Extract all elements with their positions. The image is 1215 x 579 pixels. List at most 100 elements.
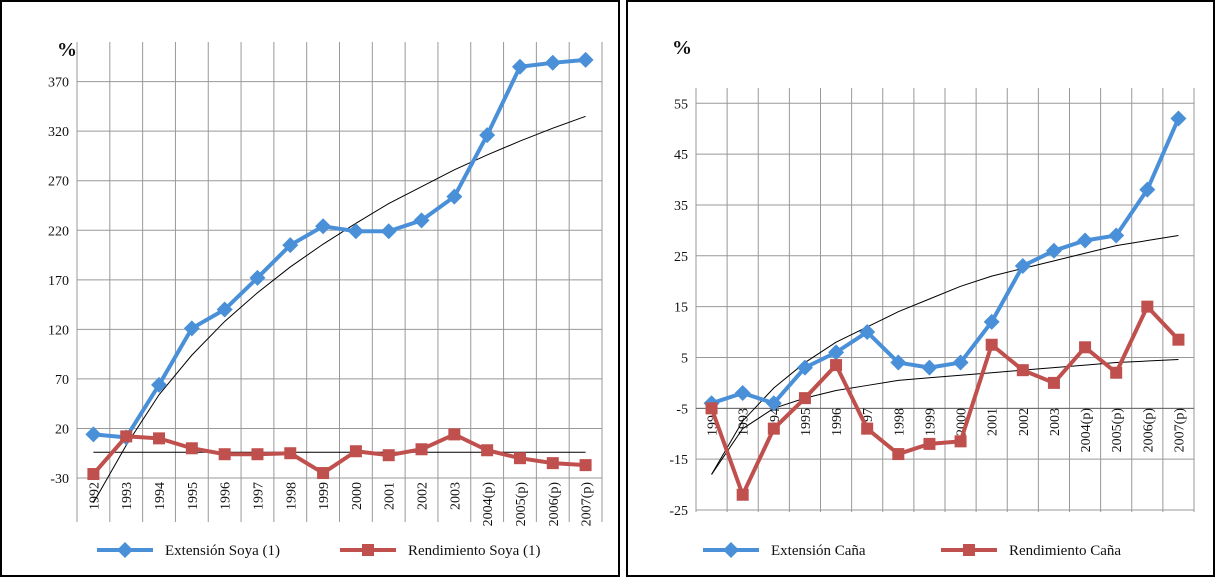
- y-tick-label: 170: [48, 274, 69, 289]
- data-point-square: [251, 448, 264, 461]
- data-point-diamond: [1045, 242, 1062, 259]
- x-tick-label: 2003: [448, 482, 463, 510]
- data-point-diamond: [734, 385, 751, 402]
- trendline: [711, 359, 1179, 475]
- data-point-diamond: [151, 376, 168, 393]
- x-tick-label: 2000: [350, 482, 365, 510]
- data-point-square: [87, 468, 100, 481]
- x-tick-label: 2004(p): [1079, 408, 1094, 453]
- x-tick-label: 1992: [87, 482, 102, 510]
- data-point-diamond: [1108, 227, 1125, 244]
- data-point-square: [1079, 341, 1092, 354]
- chart-soya: % -30 20 70 120 170 220 270 320 370 1992 1993 1994 19…: [48, 39, 603, 559]
- data-point-square: [546, 457, 559, 470]
- data-point-square: [892, 448, 905, 461]
- data-point-diamond: [828, 344, 845, 361]
- series-line: [709, 304, 1180, 497]
- x-tick-label: 1993: [120, 482, 135, 510]
- y-tick-label: -25: [669, 504, 688, 519]
- data-point-diamond: [282, 237, 299, 254]
- data-point-square: [985, 338, 998, 351]
- data-point-diamond: [983, 313, 1000, 330]
- y-tick-label: 15: [674, 301, 688, 316]
- data-point-diamond: [1014, 257, 1031, 274]
- legend-label: Rendimiento Caña: [1009, 543, 1121, 559]
- x-tick-label: 2002: [416, 482, 431, 510]
- trendline: [92, 115, 586, 504]
- series-line: [710, 117, 1181, 406]
- data-point-diamond: [544, 54, 561, 71]
- data-point-square: [579, 459, 592, 472]
- series-line: [91, 432, 586, 476]
- data-point-diamond: [577, 51, 594, 68]
- data-point-square: [798, 392, 811, 405]
- y-tick-label: 5: [681, 351, 688, 366]
- legend-label: Extensión Soya (1): [165, 543, 280, 559]
- x-tick-label: 1994: [153, 482, 168, 510]
- data-point-diamond: [890, 354, 907, 371]
- data-point-square: [705, 402, 718, 415]
- y-tick-label: 25: [674, 250, 688, 265]
- data-point-square: [284, 447, 297, 460]
- legend-marker-diamond: [723, 542, 739, 558]
- x-tick-label: 1992: [706, 408, 721, 436]
- data-point-square: [382, 449, 395, 462]
- y-tick-label: 270: [48, 175, 69, 190]
- y-tick-label: 55: [674, 97, 688, 112]
- x-tick-label: 2004(p): [481, 482, 496, 527]
- data-point-diamond: [952, 354, 969, 371]
- data-point-square: [481, 444, 494, 457]
- x-tick-label: 2007(p): [580, 482, 595, 527]
- data-point-diamond: [921, 359, 938, 376]
- legend-label: Extensión Caña: [771, 543, 866, 559]
- data-point-square: [736, 488, 749, 501]
- data-point-square: [153, 432, 166, 445]
- legend-marker-diamond: [117, 542, 133, 558]
- x-tick-label: 2001: [986, 408, 1001, 436]
- y-tick-label: 35: [674, 199, 688, 214]
- data-point-square: [1016, 364, 1029, 377]
- x-tick-label: 2001: [383, 482, 398, 510]
- data-point-diamond: [796, 359, 813, 376]
- data-point-diamond: [85, 426, 102, 443]
- data-point-diamond: [765, 395, 782, 412]
- trendline: [711, 234, 1179, 475]
- data-point-square: [954, 435, 967, 448]
- y-tick-label: 70: [55, 373, 69, 388]
- legend-marker-square: [362, 544, 374, 556]
- x-tick-label: 2002: [1017, 408, 1032, 436]
- data-point-diamond: [479, 127, 496, 144]
- data-point-diamond: [1139, 181, 1156, 198]
- x-tick-label: 2006(p): [547, 482, 562, 527]
- data-point-diamond: [315, 218, 332, 235]
- data-point-square: [349, 445, 362, 458]
- data-point-square: [415, 443, 428, 456]
- x-tick-label: 1995: [799, 408, 814, 436]
- data-point-square: [767, 422, 780, 435]
- data-point-square: [448, 428, 461, 441]
- data-point-diamond: [216, 301, 233, 318]
- x-tick-label: 2003: [1048, 408, 1063, 436]
- x-tick-label: 1999: [923, 408, 938, 436]
- chart-panel-cana: % -25 -15 -5 5 15 25 35 45 55 1992 1993 1994 1995 1996…: [626, 0, 1215, 577]
- series-line: [93, 57, 586, 440]
- x-tick-label: 2005(p): [514, 482, 529, 527]
- legend-label: Rendimiento Soya (1): [408, 543, 540, 559]
- x-tick-label: 1996: [830, 408, 845, 436]
- y-tick-label: 220: [48, 224, 69, 239]
- x-tick-label: 1995: [186, 482, 201, 510]
- y-tick-label: 20: [55, 422, 69, 437]
- data-point-square: [1172, 333, 1185, 346]
- y-tick-label: 45: [674, 148, 688, 163]
- data-point-diamond: [347, 223, 364, 240]
- data-point-square: [1047, 376, 1060, 389]
- x-tick-label: 1997: [251, 482, 266, 510]
- data-point-square: [1141, 300, 1154, 313]
- data-point-square: [513, 452, 526, 465]
- data-point-diamond: [249, 269, 266, 286]
- data-point-square: [861, 422, 874, 435]
- x-tick-label: 2005(p): [1110, 408, 1125, 453]
- y-tick-label: -5: [676, 402, 688, 417]
- x-tick-label: 2007(p): [1172, 408, 1187, 453]
